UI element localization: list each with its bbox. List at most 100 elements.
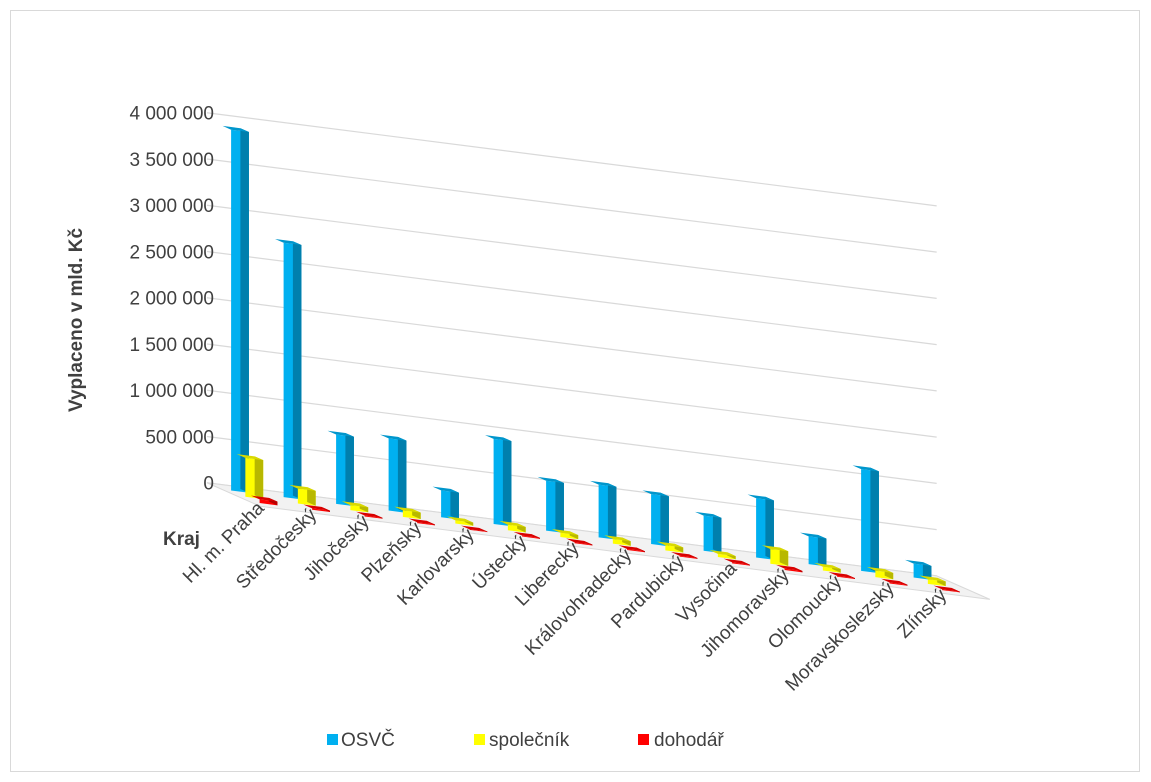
y-tick-label: 1 000 000 [129, 381, 214, 402]
bar-osvc-karlovarsky [432, 486, 459, 520]
bar-front-face [455, 520, 474, 526]
bar-front-face [717, 553, 736, 560]
bar-spolecnik-moravskoslezsky [866, 566, 894, 580]
category-label: Královohradecký [521, 545, 636, 660]
bar-side-face [922, 562, 932, 580]
bar-side-face [779, 547, 789, 567]
bar-front-face [889, 582, 908, 586]
bar-top-face [671, 551, 698, 559]
bar-osvc-hl-m-praha [222, 125, 249, 493]
bar-front-face [364, 515, 383, 519]
bar-top-face [289, 484, 316, 491]
bar-spolecnik-zlinsky [919, 575, 946, 587]
bar-top-face [866, 566, 894, 573]
bar-dohodar-liberecky [566, 538, 593, 546]
bar-top-face [432, 486, 459, 493]
bar-top-face [461, 525, 488, 532]
bar-osvc-pardubicky [642, 490, 669, 547]
bar-front-face [417, 522, 435, 526]
bar-spolecnik-vysocina [709, 550, 736, 560]
bar-dohodar-plzensky [408, 518, 435, 526]
bar-top-face [380, 434, 407, 441]
y-tick-label: 2 500 000 [129, 242, 214, 263]
bar-front-face [627, 549, 645, 553]
category-labels: Hl. m. PrahaStředočeskýJihočeskýPlzeňský… [179, 498, 951, 696]
bar-top-face [327, 430, 354, 437]
y-tick-label: 1 500 000 [129, 335, 214, 356]
bar-top-face [590, 480, 617, 487]
bar-side-face [555, 479, 564, 533]
bar-spolecnik-plzensky [394, 506, 421, 520]
bar-side-face [765, 496, 774, 560]
bar-front-face [312, 508, 330, 513]
bar-top-face [275, 238, 302, 246]
y-tick-label: 4 000 000 [129, 104, 214, 125]
bar-top-face [933, 585, 960, 592]
bar-osvc-jihocesky [327, 430, 354, 507]
bar-spolecnik-ustecky [499, 520, 526, 533]
bar-top-face [356, 511, 383, 518]
bar-spolecnik-kralovohradecky [604, 535, 631, 546]
bar-front-face [522, 535, 540, 539]
bar-osvc-moravskoslezsky [852, 465, 879, 574]
bar-top-face [814, 562, 841, 570]
legend-label-osvc: OSVČ [341, 729, 395, 751]
bar-front-face [679, 555, 698, 559]
bar-top-face [800, 532, 827, 539]
gridline [206, 250, 937, 346]
y-tick-label: 2 000 000 [129, 289, 214, 310]
bar-top-face [222, 125, 249, 132]
bar-osvc-zlinsky [905, 559, 932, 580]
bar-front-face [469, 529, 488, 533]
bar-side-face [254, 456, 264, 500]
y-tick-label: 3 000 000 [129, 196, 214, 217]
bar-front-face [822, 566, 841, 573]
bar-osvc-liberecky [537, 476, 564, 533]
bar-front-face [837, 575, 855, 580]
legend-label-dohodar: dohodář [654, 730, 724, 751]
gridline [206, 389, 937, 484]
bar-top-face [551, 529, 579, 536]
bar-top-face [485, 435, 512, 442]
bar-side-face [712, 514, 722, 554]
bar-osvc-kralovohradecky [590, 480, 617, 540]
legend-swatch-spolecnik [474, 734, 485, 745]
bar-top-face [446, 516, 474, 523]
bar-spolecnik-karlovarsky [446, 516, 474, 526]
bar-spolecnik-jihomoravsky [761, 545, 789, 567]
gridline [206, 158, 937, 253]
y-axis-title: Vyplaceno v mld. Kč [66, 227, 87, 412]
bar-osvc-vysocina [695, 511, 722, 554]
y-tick-label: 0 [203, 474, 214, 495]
bar-spolecnik-liberecky [551, 529, 579, 540]
bar-top-face [656, 541, 684, 548]
bar-side-face [450, 488, 459, 520]
bar-top-face [341, 501, 369, 508]
bar-dohodar-hl-m-praha [251, 495, 278, 506]
bar-top-face [709, 550, 736, 557]
bar-front-face [259, 499, 278, 506]
bar-side-face [817, 534, 827, 567]
legend-label-spolecnik: společník [489, 730, 570, 751]
gridline [206, 112, 937, 207]
bar-side-face [660, 492, 669, 547]
bar-side-face [607, 483, 617, 540]
bar-dohodar-kralovohradecky [618, 545, 645, 553]
bar-top-face [723, 558, 750, 565]
bar-dohodar-olomoucky [828, 572, 855, 580]
bar-dohodar-ustecky [513, 531, 540, 539]
bar-top-face [408, 518, 435, 525]
bar-top-face [618, 545, 645, 552]
bar-front-face [560, 532, 579, 540]
y-axis-ticks: 0 500 000 1 000 000 1 500 000 2 000 000 2 500… [129, 104, 214, 495]
bar-top-face [747, 494, 774, 501]
bar-osvc-ustecky [485, 435, 512, 527]
bar-top-face [695, 511, 722, 518]
bar-top-face [236, 454, 264, 461]
bar-spolecnik-olomoucky [814, 562, 841, 573]
bar-front-face [784, 568, 803, 573]
gridline [206, 204, 937, 299]
bar-top-face [604, 535, 631, 542]
bar-dohodar-stredocesky [303, 504, 330, 513]
bar-dohodar-jihomoravsky [776, 564, 803, 573]
